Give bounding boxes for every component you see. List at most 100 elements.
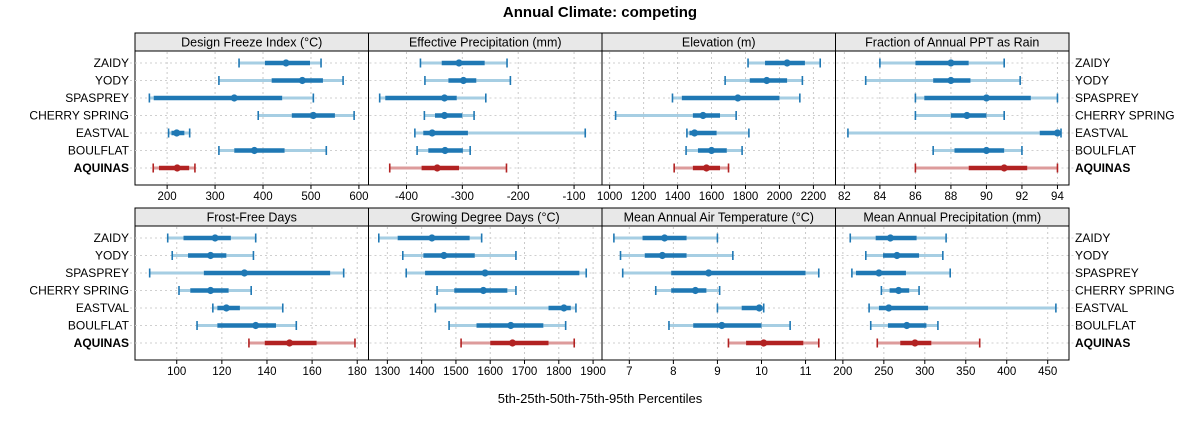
- median-dot: [982, 146, 991, 155]
- percentile-bar-spasprey: [603, 268, 835, 278]
- station-label-cherry-spring: CHERRY SPRING: [29, 284, 129, 298]
- percentile-bar-boulflat: [603, 146, 835, 155]
- median-dot: [508, 339, 517, 347]
- percentile-bar-yody: [130, 76, 368, 85]
- percentile-bar-aquinas: [603, 338, 835, 348]
- percentile-bar-eastval: [603, 303, 835, 313]
- percentile-bar-spasprey: [836, 93, 1077, 103]
- percentile-bar-yody: [369, 76, 601, 85]
- percentile-bar-cherry-spring: [130, 286, 368, 295]
- median-dot: [507, 321, 515, 330]
- left-station-labels-row1: ZAIDY YODY SPASPREY CHERRY SPRING EASTVAL BOU…: [29, 231, 129, 350]
- percentile-bar-boulflat: [836, 321, 1077, 330]
- median-dot: [894, 286, 903, 295]
- strip-title: Fraction of Annual PPT as Rain: [865, 36, 1039, 50]
- axis-tick-label: 400: [253, 191, 272, 203]
- panel-elevation-m: Elevation (m) 1000 1200 1400 1600 1800 2000 220…: [597, 32, 836, 203]
- station-label-cherry-spring: CHERRY SPRING: [1075, 284, 1175, 298]
- median-dot: [285, 339, 294, 347]
- median-dot: [885, 304, 893, 312]
- median-dot: [947, 76, 955, 85]
- percentile-bar-boulflat: [836, 146, 1077, 155]
- percentile-bar-boulflat: [369, 146, 601, 155]
- station-label-zaidy: ZAIDY: [1075, 56, 1110, 70]
- percentile-bar-zaidy: [369, 58, 601, 68]
- median-dot: [705, 269, 713, 277]
- axis-tick-label: 9: [714, 366, 720, 378]
- percentile-bar-boulflat: [130, 146, 368, 155]
- axis-tick-label: 200: [833, 366, 852, 378]
- percentile-bar-zaidy: [836, 233, 1077, 243]
- axis-tick-label: 1400: [665, 191, 691, 203]
- station-label-aquinas: AQUINAS: [1075, 336, 1130, 350]
- median-dot: [734, 94, 742, 102]
- percentile-bar-zaidy: [603, 58, 835, 68]
- median-dot: [250, 146, 258, 155]
- right-station-labels-row1: ZAIDY YODY SPASPREY CHERRY SPRING EASTVAL BOU…: [1075, 231, 1175, 350]
- median-dot: [440, 94, 449, 102]
- percentile-bar-cherry-spring: [603, 111, 835, 120]
- panel-frost-free-days: Frost-Free Days 100 120 140 160 180: [130, 207, 369, 378]
- station-label-boulflat: BOULFLAT: [68, 144, 130, 158]
- station-label-eastval: EASTVAL: [76, 126, 129, 140]
- median-dot: [763, 76, 771, 85]
- percentile-bar-yody: [369, 251, 601, 260]
- median-dot: [783, 59, 791, 67]
- percentile-bar-yody: [130, 251, 368, 260]
- percentile-bar-eastval: [836, 303, 1077, 313]
- percentile-bar-eastval: [369, 303, 601, 313]
- median-dot: [479, 286, 487, 295]
- median-dot: [658, 251, 666, 260]
- median-dot: [441, 146, 449, 155]
- panel-design-freeze-index-c: Design Freeze Index (°C) 200 300 400 500 600: [130, 32, 369, 203]
- percentile-bar-boulflat: [603, 321, 835, 330]
- station-label-boulflat: BOULFLAT: [1075, 319, 1137, 333]
- axis-tick-label: 1400: [409, 366, 435, 378]
- panel-box: [835, 225, 1070, 361]
- axis-tick-label: 1500: [443, 366, 469, 378]
- percentile-bar-cherry-spring: [369, 111, 601, 120]
- axis-tick-label: 8: [670, 366, 676, 378]
- axis-tick-label: -400: [395, 191, 418, 203]
- station-label-spasprey: SPASPREY: [65, 266, 129, 280]
- percentile-caption: 5th-25th-50th-75th-95th Percentiles: [497, 391, 703, 406]
- percentile-bar-yody: [836, 251, 1077, 260]
- station-label-yody: YODY: [95, 74, 129, 88]
- station-label-cherry-spring: CHERRY SPRING: [29, 109, 129, 123]
- axis-tick-label: -100: [563, 191, 586, 203]
- strip-title: Mean Annual Air Temperature (°C): [624, 211, 814, 225]
- percentile-bar-cherry-spring: [130, 111, 368, 120]
- axis-tick-label: 1800: [733, 191, 759, 203]
- percentile-bar-eastval: [836, 128, 1077, 138]
- percentile-bar-cherry-spring: [836, 286, 1077, 295]
- station-label-cherry-spring: CHERRY SPRING: [1075, 109, 1175, 123]
- percentile-bar-spasprey: [369, 268, 601, 278]
- median-dot: [440, 111, 449, 120]
- median-dot: [428, 234, 436, 242]
- axis-tick-label: 1300: [375, 366, 401, 378]
- station-label-yody: YODY: [95, 249, 129, 263]
- strip-title: Design Freeze Index (°C): [181, 36, 322, 50]
- percentile-bar-zaidy: [836, 58, 1077, 68]
- median-dot: [433, 164, 441, 172]
- percentile-bar-boulflat: [130, 321, 368, 330]
- axis-tick-label: 500: [301, 191, 320, 203]
- median-dot: [459, 76, 468, 85]
- panel-fraction-of-annual-ppt-as-rain: Fraction of Annual PPT as Rain 82 84 86 88 90…: [835, 32, 1077, 203]
- axis-tick-label: 92: [1016, 191, 1029, 203]
- panel-box: [134, 50, 369, 186]
- percentile-bar-cherry-spring: [603, 286, 835, 295]
- median-dot: [206, 251, 215, 260]
- axis-tick-label: 10: [755, 366, 768, 378]
- station-label-aquinas: AQUINAS: [1075, 161, 1130, 175]
- axis-tick-label: 94: [1051, 191, 1064, 203]
- strip-title: Frost-Free Days: [207, 211, 297, 225]
- axis-tick-label: 7: [626, 366, 632, 378]
- axis-tick-label: 160: [303, 366, 322, 378]
- axis-tick-label: 1900: [580, 366, 606, 378]
- axis-tick-label: 86: [909, 191, 922, 203]
- percentile-bar-spasprey: [836, 268, 1077, 278]
- panel-box: [368, 50, 603, 186]
